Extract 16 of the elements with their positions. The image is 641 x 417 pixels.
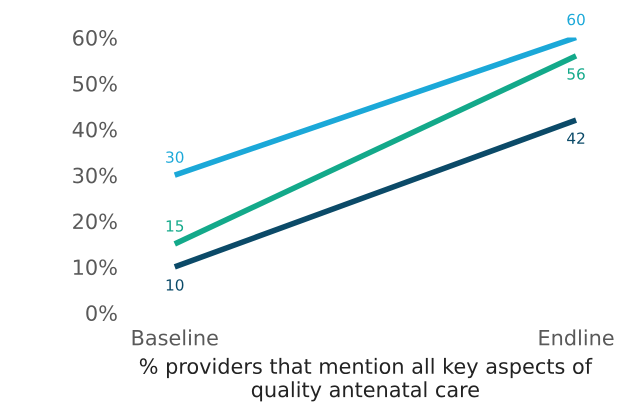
data-label: 60 bbox=[567, 14, 585, 26]
y-tick-label: 60% bbox=[73, 30, 117, 46]
data-label: 10 bbox=[166, 279, 184, 291]
y-tick-label: 0% bbox=[86, 305, 117, 321]
x-tick-label: Baseline bbox=[132, 329, 218, 346]
y-tick-label: 10% bbox=[74, 259, 117, 276]
x-tick-label: Endline bbox=[540, 329, 614, 346]
y-tick-label: 20% bbox=[73, 213, 117, 230]
y-tick-label: 40% bbox=[72, 122, 117, 138]
data-label: 42 bbox=[567, 132, 584, 144]
data-label: 56 bbox=[568, 68, 585, 80]
data-label: 30 bbox=[166, 151, 184, 163]
data-label: 15 bbox=[166, 220, 184, 232]
y-tick-label: 30% bbox=[73, 168, 117, 184]
x-axis-title: % providers that mention all key aspects of quality antenatal care bbox=[140, 358, 592, 402]
y-tick-label: 50% bbox=[73, 76, 117, 92]
